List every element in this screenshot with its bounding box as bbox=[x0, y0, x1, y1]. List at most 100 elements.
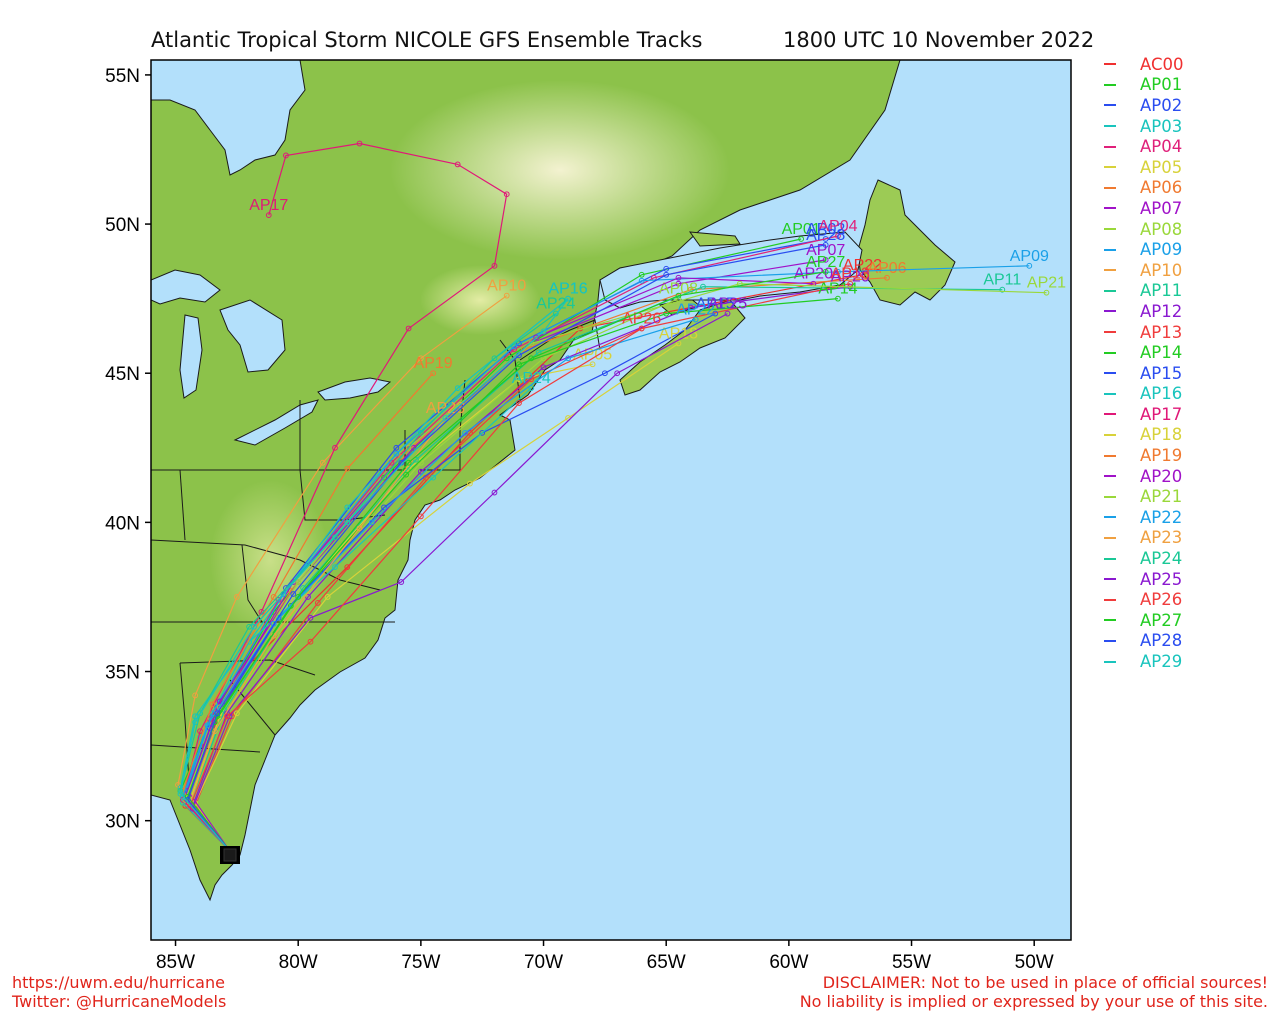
legend-label: AP29 bbox=[1140, 652, 1183, 672]
track-point bbox=[393, 450, 400, 457]
legend-swatch bbox=[1104, 557, 1116, 560]
track-point bbox=[1026, 262, 1033, 269]
legend-label: AP26 bbox=[1140, 590, 1183, 610]
track-point bbox=[822, 268, 829, 275]
lon-tick-label: 50W bbox=[1015, 952, 1054, 973]
legend-swatch bbox=[1104, 331, 1116, 334]
legend-swatch bbox=[1104, 125, 1116, 128]
highland-appalachian-south bbox=[210, 480, 330, 640]
track-line bbox=[177, 295, 508, 851]
track-point bbox=[192, 692, 199, 699]
track-ap12: AP20 bbox=[189, 269, 870, 851]
track-end-label: AP16 bbox=[548, 281, 587, 298]
legend-swatch bbox=[1104, 516, 1116, 519]
lat-tick-label: 50N bbox=[105, 215, 140, 236]
legend-label: AP24 bbox=[1140, 549, 1183, 569]
track-point bbox=[675, 280, 682, 287]
track-point bbox=[528, 376, 535, 383]
highland-appalachian bbox=[420, 265, 540, 335]
track-point bbox=[528, 385, 535, 392]
lake-huron bbox=[219, 299, 286, 373]
track-line bbox=[192, 313, 728, 851]
legend-swatch bbox=[1104, 63, 1116, 66]
legend-item-ap29: AP29 bbox=[1104, 651, 1184, 672]
track-point bbox=[344, 504, 351, 511]
footer-right: DISCLAIMER: Not to be used in place of o… bbox=[800, 973, 1268, 1011]
track-line bbox=[182, 142, 508, 851]
track-point bbox=[417, 513, 424, 520]
track-line bbox=[187, 277, 814, 851]
track-end-label: AP05 bbox=[573, 346, 612, 363]
track-point bbox=[638, 277, 645, 284]
lat-tick-label: 30N bbox=[105, 812, 140, 833]
lake-michigan bbox=[179, 314, 203, 399]
legend-label: AP06 bbox=[1140, 178, 1183, 198]
track-point bbox=[533, 334, 540, 341]
track-point bbox=[344, 465, 351, 472]
legend-label: AP17 bbox=[1140, 404, 1183, 424]
track-end-label: AP09 bbox=[1010, 248, 1049, 265]
track-ap10: AP10 bbox=[175, 278, 526, 851]
legend-label: AP12 bbox=[1140, 301, 1183, 321]
track-point bbox=[491, 355, 498, 362]
land-nova-scotia bbox=[619, 299, 746, 396]
track-point bbox=[822, 242, 829, 248]
lon-tick-label: 60W bbox=[769, 952, 808, 973]
lon-tick-label: 85W bbox=[156, 952, 195, 973]
track-point bbox=[324, 594, 331, 600]
track-point bbox=[540, 328, 547, 335]
track-ap29: AP16 bbox=[177, 281, 588, 851]
track-point bbox=[454, 161, 461, 168]
highland-labrador bbox=[390, 80, 730, 260]
track-point bbox=[356, 525, 363, 532]
track-point bbox=[224, 713, 230, 720]
legend-item-ap02: AP02 bbox=[1104, 95, 1184, 116]
track-end-label: AP25 bbox=[708, 296, 747, 313]
track-point bbox=[265, 212, 272, 219]
footer-left: https://uwm.edu/hurricane Twitter: @Hurr… bbox=[12, 973, 226, 1011]
legend-swatch bbox=[1104, 475, 1116, 478]
legend-label: AP14 bbox=[1140, 343, 1183, 363]
track-end-label: AP17 bbox=[249, 197, 288, 214]
legend-swatch bbox=[1104, 351, 1116, 354]
track-point bbox=[368, 519, 375, 526]
legend-item-ap24: AP24 bbox=[1104, 548, 1184, 569]
track-point bbox=[601, 370, 608, 377]
track-end-label: AP10 bbox=[487, 278, 526, 295]
legend-swatch bbox=[1104, 207, 1116, 210]
track-point bbox=[233, 710, 240, 717]
legend-item-ap16: AP16 bbox=[1104, 384, 1184, 405]
track-point bbox=[270, 594, 277, 600]
track-point bbox=[209, 701, 216, 708]
track-point bbox=[692, 316, 699, 323]
footer-url[interactable]: https://uwm.edu/hurricane bbox=[12, 973, 225, 992]
track-point bbox=[344, 519, 351, 526]
legend-swatch bbox=[1104, 83, 1116, 86]
legend-item-ap15: AP15 bbox=[1104, 363, 1184, 384]
track-point bbox=[454, 385, 461, 392]
track-point bbox=[319, 459, 326, 466]
track-point bbox=[332, 444, 338, 451]
track-point bbox=[332, 534, 338, 541]
legend-swatch bbox=[1104, 228, 1116, 231]
track-point bbox=[675, 274, 682, 281]
track-ap22: AP22 bbox=[179, 302, 715, 851]
legend-label: AP08 bbox=[1140, 219, 1183, 239]
track-point bbox=[204, 722, 211, 729]
track-end-label: AP20 bbox=[831, 269, 870, 286]
track-end-label: AP22 bbox=[843, 257, 882, 274]
legend-item-ap14: AP14 bbox=[1104, 342, 1184, 363]
axis-ticks: 85W 80W 75W 70W 65W 60W 55W 50W 55N 50N 45N 40N 35N 3… bbox=[105, 66, 1054, 973]
track-point bbox=[675, 292, 682, 299]
legend-item-ap12: AP12 bbox=[1104, 301, 1184, 322]
track-point bbox=[589, 361, 596, 368]
track-point bbox=[687, 304, 694, 311]
legend-label: AP11 bbox=[1140, 281, 1183, 301]
track-point bbox=[467, 480, 473, 487]
track-point bbox=[417, 429, 424, 436]
legend-item-ap26: AP26 bbox=[1104, 589, 1184, 610]
legend-label: AP18 bbox=[1140, 425, 1183, 445]
track-point bbox=[462, 429, 468, 436]
track-point bbox=[307, 638, 314, 645]
